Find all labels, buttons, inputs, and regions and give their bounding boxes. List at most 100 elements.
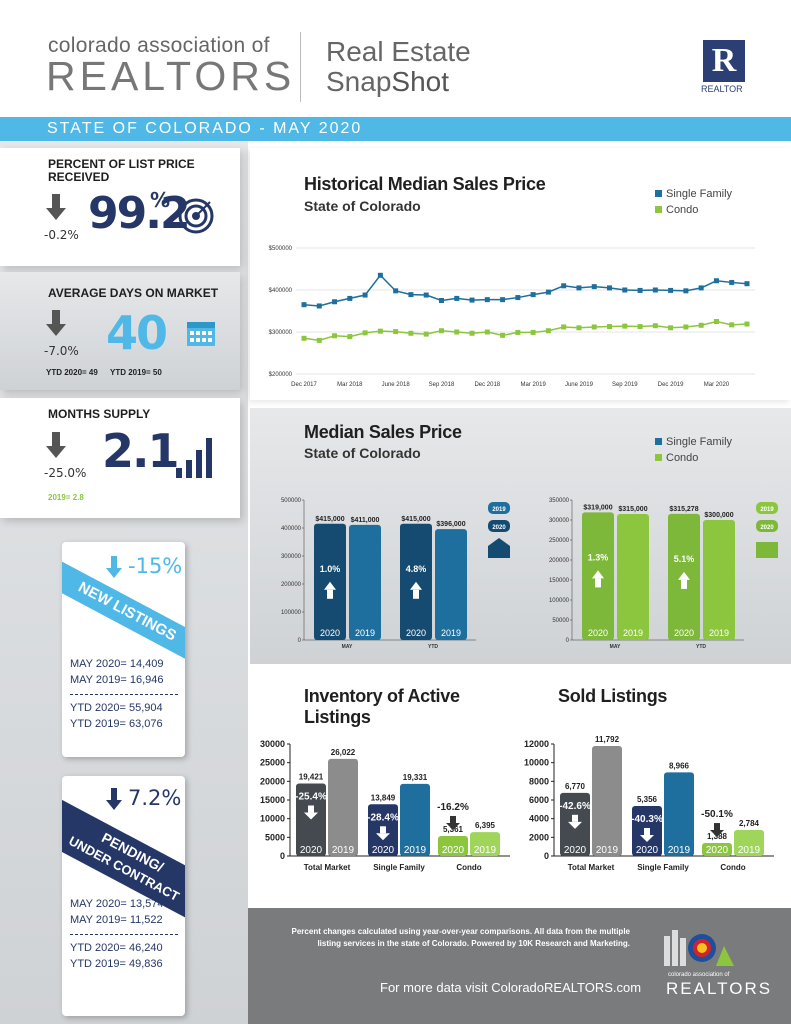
median-subtitle: State of Colorado bbox=[304, 445, 421, 461]
y-tick-label: $300000 bbox=[269, 330, 293, 336]
y-tick-label: 0 bbox=[566, 638, 570, 644]
change-label: 1.0% bbox=[320, 564, 341, 574]
change-label: -28.4% bbox=[367, 812, 399, 823]
historical-line-chart: $200000 $300000 $400000 $500000 Dec 2017 Mar … bbox=[269, 246, 755, 388]
kpi-ytd-2020: YTD 2020= 49 bbox=[46, 368, 98, 377]
y-tick-label: 200000 bbox=[281, 582, 302, 588]
y-tick-label: 400000 bbox=[281, 526, 302, 532]
kpi-value: 2.1 bbox=[102, 424, 179, 478]
data-point bbox=[713, 278, 719, 284]
kpi-days-on-market: AVERAGE DAYS ON MARKET -7.0% 40 YTD 2020… bbox=[0, 272, 240, 390]
series-line bbox=[303, 320, 748, 342]
down-arrow-stem bbox=[572, 814, 578, 822]
kpi-unit: % bbox=[150, 188, 170, 212]
data-point bbox=[332, 299, 338, 305]
data-point bbox=[393, 329, 399, 335]
value-label: 19,421 bbox=[299, 772, 324, 781]
value-label: 11,792 bbox=[595, 735, 620, 744]
median-sf-bar-chart: 0 100000 200000 300000 400000 500000 $415,000 $… bbox=[281, 498, 510, 650]
legend-2019-badge bbox=[488, 502, 510, 514]
x-tick-label: Dec 2017 bbox=[291, 382, 317, 388]
change-label: -40.3% bbox=[631, 814, 663, 825]
kpi-change: -25.0% bbox=[44, 466, 87, 480]
x-tick-label: Sep 2018 bbox=[429, 382, 455, 388]
down-arrow-icon bbox=[46, 432, 66, 458]
data-point bbox=[423, 292, 429, 298]
data-point bbox=[607, 285, 613, 291]
year-label: 2019 bbox=[623, 628, 643, 638]
bar-2019 bbox=[734, 830, 764, 856]
bar-chart-icon bbox=[176, 438, 212, 478]
data-point bbox=[347, 295, 353, 301]
y-tick-label: 300000 bbox=[549, 518, 570, 524]
data-point bbox=[530, 329, 536, 335]
change-label: 1.3% bbox=[588, 552, 609, 562]
sold-bar-chart: 0 2000 4000 6000 8000 10000 12000 6,770 11,792 -4… bbox=[524, 735, 774, 872]
data-point bbox=[729, 322, 735, 328]
y-tick-label: $400000 bbox=[269, 288, 293, 294]
y-tick-label: 150000 bbox=[549, 578, 570, 584]
data-point bbox=[698, 285, 704, 291]
data-point bbox=[377, 328, 383, 334]
data-point bbox=[423, 331, 429, 337]
kpi-percent-list: PERCENT OF LIST PRICE RECEIVED -0.2% 99.… bbox=[0, 148, 240, 266]
change-label: 4.8% bbox=[406, 564, 427, 574]
category-label: YTD bbox=[696, 644, 706, 650]
hist-subtitle: State of Colorado bbox=[304, 198, 421, 214]
year-label: 2020 bbox=[588, 628, 608, 638]
year-label: 2020 bbox=[406, 628, 426, 638]
year-label: 2019 bbox=[332, 845, 355, 856]
card-may2019: MAY 2019= 11,522 bbox=[70, 914, 163, 926]
card-ytd2020: YTD 2020= 55,904 bbox=[70, 702, 163, 714]
x-tick-label: Dec 2019 bbox=[658, 382, 684, 388]
data-point bbox=[683, 324, 689, 330]
y-tick-label: 10000 bbox=[260, 814, 285, 824]
down-arrow-stem bbox=[714, 823, 720, 831]
card-divider bbox=[70, 934, 178, 935]
y-tick-label: 15000 bbox=[260, 795, 285, 805]
y-tick-label: 0 bbox=[544, 851, 549, 861]
bar-2019 bbox=[400, 783, 430, 856]
data-point bbox=[515, 295, 521, 301]
year-label: 2020 bbox=[564, 845, 587, 856]
value-label: $315,000 bbox=[618, 506, 647, 513]
colorado-flag-logo-icon bbox=[664, 930, 734, 966]
down-arrow-stem bbox=[644, 828, 650, 836]
data-point bbox=[301, 302, 307, 308]
bar-2020 bbox=[296, 783, 326, 856]
data-point bbox=[347, 334, 353, 340]
data-point bbox=[545, 289, 551, 295]
y-tick-label: 10000 bbox=[524, 758, 549, 768]
kpi-value: 40 bbox=[106, 306, 168, 360]
y-tick-label: 50000 bbox=[552, 618, 569, 624]
value-label: $319,000 bbox=[583, 504, 612, 511]
footer-link[interactable]: For more data visit ColoradoREALTORS.com bbox=[380, 980, 642, 995]
card-pending: 7.2% PENDING/ UNDER CONTRACT MAY 2020= 1… bbox=[62, 776, 185, 1016]
data-point bbox=[484, 297, 490, 303]
down-arrow-icon bbox=[710, 830, 724, 838]
value-label: $411,000 bbox=[351, 517, 380, 524]
category-label: Condo bbox=[720, 863, 745, 872]
inventory-bar-chart: 0 5000 10000 15000 20000 25000 30000 19,421 26,0… bbox=[260, 739, 510, 872]
category-label: Single Family bbox=[637, 863, 689, 872]
data-point bbox=[698, 322, 704, 328]
y-tick-label: 25000 bbox=[260, 758, 285, 768]
x-tick-label: Dec 2018 bbox=[474, 382, 500, 388]
category-label: YTD bbox=[428, 644, 438, 650]
y-tick-label: 250000 bbox=[549, 538, 570, 544]
up-arrow-stem bbox=[681, 579, 687, 589]
bar-2020 bbox=[438, 835, 468, 856]
data-point bbox=[484, 329, 490, 335]
value-label: 6,770 bbox=[565, 782, 586, 791]
footer-logo-line2: REALTORS bbox=[666, 979, 773, 998]
value-label: 5,356 bbox=[637, 795, 658, 804]
legend-2019-label: 2019 bbox=[492, 507, 506, 513]
data-point bbox=[500, 297, 506, 303]
value-label: $315,278 bbox=[669, 506, 698, 513]
kpi-title: PERCENT OF LIST PRICE RECEIVED bbox=[48, 157, 195, 184]
year-label: 2020 bbox=[300, 845, 323, 856]
category-label: Condo bbox=[456, 863, 481, 872]
card-may2020: MAY 2020= 13,574 bbox=[70, 898, 164, 910]
category-label: Single Family bbox=[373, 863, 425, 872]
kpi-months-supply: MONTHS SUPPLY -25.0% 2.1 2019= 2.8 bbox=[0, 398, 240, 518]
